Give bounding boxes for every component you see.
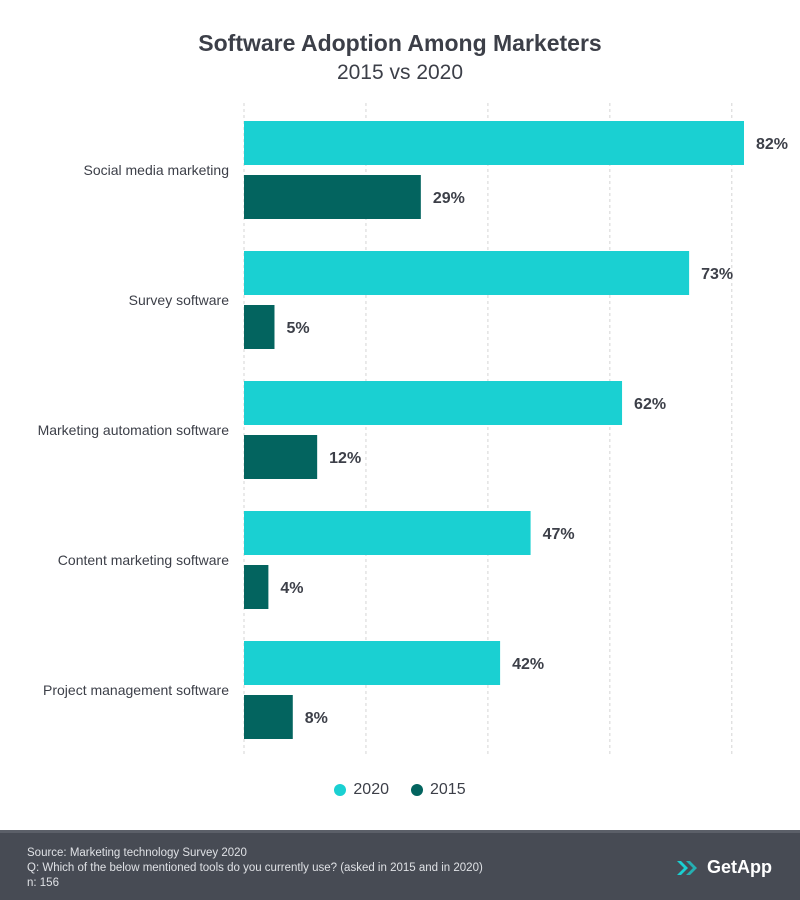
category-label: Content marketing software	[58, 552, 229, 568]
value-label: 42%	[512, 656, 544, 673]
value-label: 8%	[305, 710, 328, 727]
footer-question: Q: Which of the below mentioned tools do…	[27, 862, 483, 874]
value-label: 47%	[543, 526, 575, 543]
footer-sample-size: n: 156	[27, 877, 59, 889]
bar-2020	[244, 381, 623, 425]
legend-label-2020: 2020	[353, 781, 389, 798]
bar-2015	[244, 305, 275, 349]
value-labels: 82% 29% 73% 5% 62% 12% 47% 4% 42% 8%	[280, 136, 788, 727]
footer: Source: Marketing technology Survey 2020…	[0, 830, 800, 900]
legend-dot-2015	[411, 784, 423, 796]
getapp-chevrons-icon	[677, 860, 697, 875]
category-label: Social media marketing	[83, 162, 229, 178]
category-labels: Social media marketing Survey software Mar…	[38, 162, 230, 698]
value-label: 82%	[756, 136, 788, 153]
category-label: Project management software	[43, 682, 229, 698]
bar-2015	[244, 695, 293, 739]
legend-label-2015: 2015	[430, 781, 466, 798]
value-label: 29%	[433, 190, 465, 207]
bar-2020	[244, 641, 501, 685]
value-label: 4%	[280, 580, 303, 597]
value-label: 62%	[634, 396, 666, 413]
legend-item-2015: 2015	[411, 781, 466, 799]
bar-2020	[244, 251, 690, 295]
value-label: 12%	[329, 450, 361, 467]
chart-title: Software Adoption Among Marketers	[198, 30, 602, 56]
bar-2020	[244, 511, 531, 555]
bar-2020	[244, 121, 744, 165]
value-label: 73%	[701, 266, 733, 283]
legend-item-2020: 2020	[334, 781, 389, 799]
bars	[244, 121, 744, 739]
legend: 2020 2015	[0, 781, 800, 799]
getapp-logo: GetApp	[676, 857, 772, 878]
footer-source: Source: Marketing technology Survey 2020	[27, 847, 247, 859]
bar-2015	[244, 175, 421, 219]
bar-chart: Social media marketing Survey software Mar…	[38, 103, 788, 755]
category-label: Survey software	[129, 292, 230, 308]
legend-dot-2020	[334, 784, 347, 796]
bar-2015	[244, 565, 269, 609]
category-label: Marketing automation software	[38, 422, 230, 438]
bar-2015	[244, 435, 318, 479]
brand-name: GetApp	[707, 857, 772, 877]
value-label: 5%	[286, 320, 309, 337]
chart-subtitle: 2015 vs 2020	[336, 61, 464, 84]
